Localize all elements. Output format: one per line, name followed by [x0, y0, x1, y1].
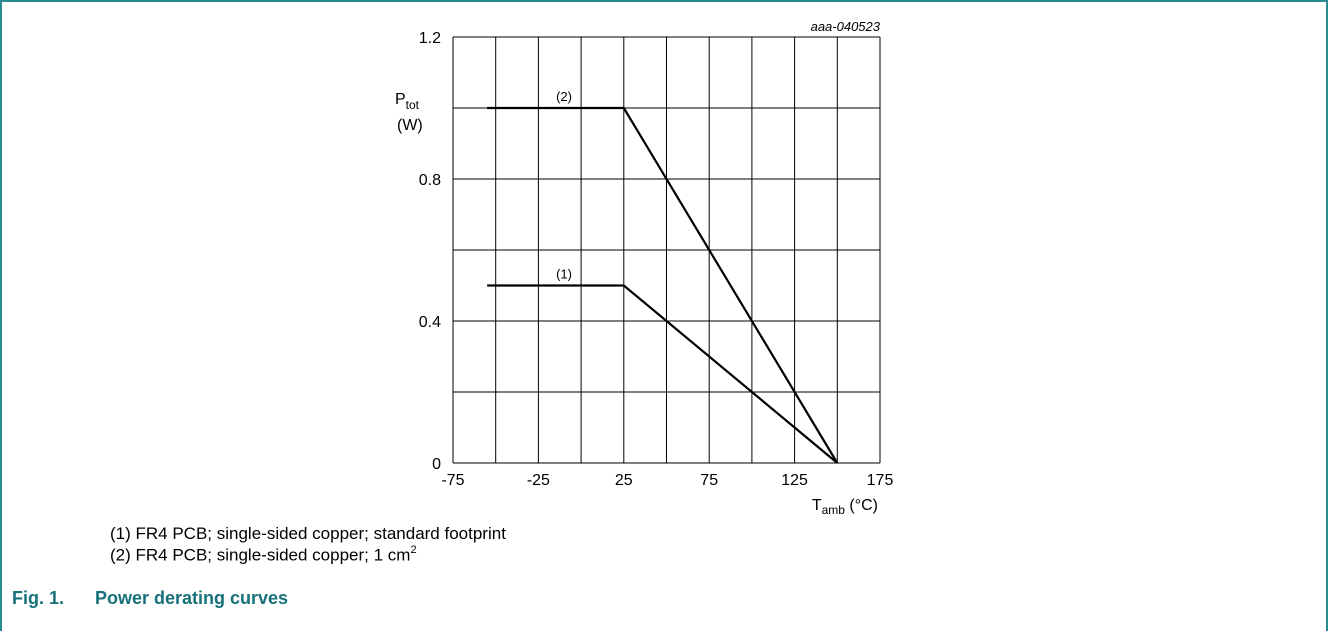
figure-title: Power derating curves: [95, 588, 289, 608]
x-axis-label-unit: (°C): [845, 497, 878, 514]
series-label-2: (2): [556, 89, 572, 104]
legend-note-1: (1) FR4 PCB; single-sided copper; standa…: [110, 524, 506, 543]
y-tick-label: 0.8: [419, 172, 441, 189]
chart-watermark: aaa-040523: [811, 19, 881, 34]
y-axis-label-main: P: [395, 91, 406, 108]
power-derating-chart: (1) (2) -75 -25 25 75 125 175 0 0.4 0.8 1.2 aaa-04…: [395, 19, 894, 517]
y-axis-unit: (W): [397, 117, 423, 134]
x-axis-label: Tamb (°C): [812, 497, 878, 517]
y-tick-label: 0: [432, 456, 441, 473]
y-axis-label: Ptot: [395, 91, 420, 112]
x-axis-label-sub: amb: [822, 503, 846, 517]
y-tick-label: 1.2: [419, 30, 441, 47]
y-tick-label: 0.4: [419, 314, 441, 331]
series-label-1: (1): [556, 267, 572, 282]
chart-ticks: -75 -25 25 75 125 175 0 0.4 0.8 1.2: [419, 30, 894, 489]
x-tick-label: 75: [700, 472, 718, 489]
x-tick-label: -25: [527, 472, 550, 489]
figure-caption: Fig. 1. Power derating curves: [12, 588, 288, 609]
legend-note-2: (2) FR4 PCB; single-sided copper; 1 cm2: [110, 544, 417, 566]
figure-number: Fig. 1.: [12, 588, 65, 608]
series-line-2: [487, 106, 839, 464]
legend-note-2-sup: 2: [410, 544, 417, 556]
legend-note-2-text: (2) FR4 PCB; single-sided copper; 1 cm: [110, 545, 411, 565]
chart-labels: aaa-040523 Ptot (W) Tamb (°C): [395, 19, 881, 517]
x-tick-label: 175: [867, 472, 894, 489]
x-axis-label-main: T: [812, 497, 822, 514]
y-axis-label-sub: tot: [406, 98, 420, 112]
series-line-1: [487, 284, 839, 464]
chart-grid: [452, 36, 881, 464]
x-tick-label: 125: [781, 472, 808, 489]
x-tick-label: -75: [441, 472, 464, 489]
x-tick-label: 25: [615, 472, 633, 489]
chart-series: (1) (2): [487, 89, 839, 464]
